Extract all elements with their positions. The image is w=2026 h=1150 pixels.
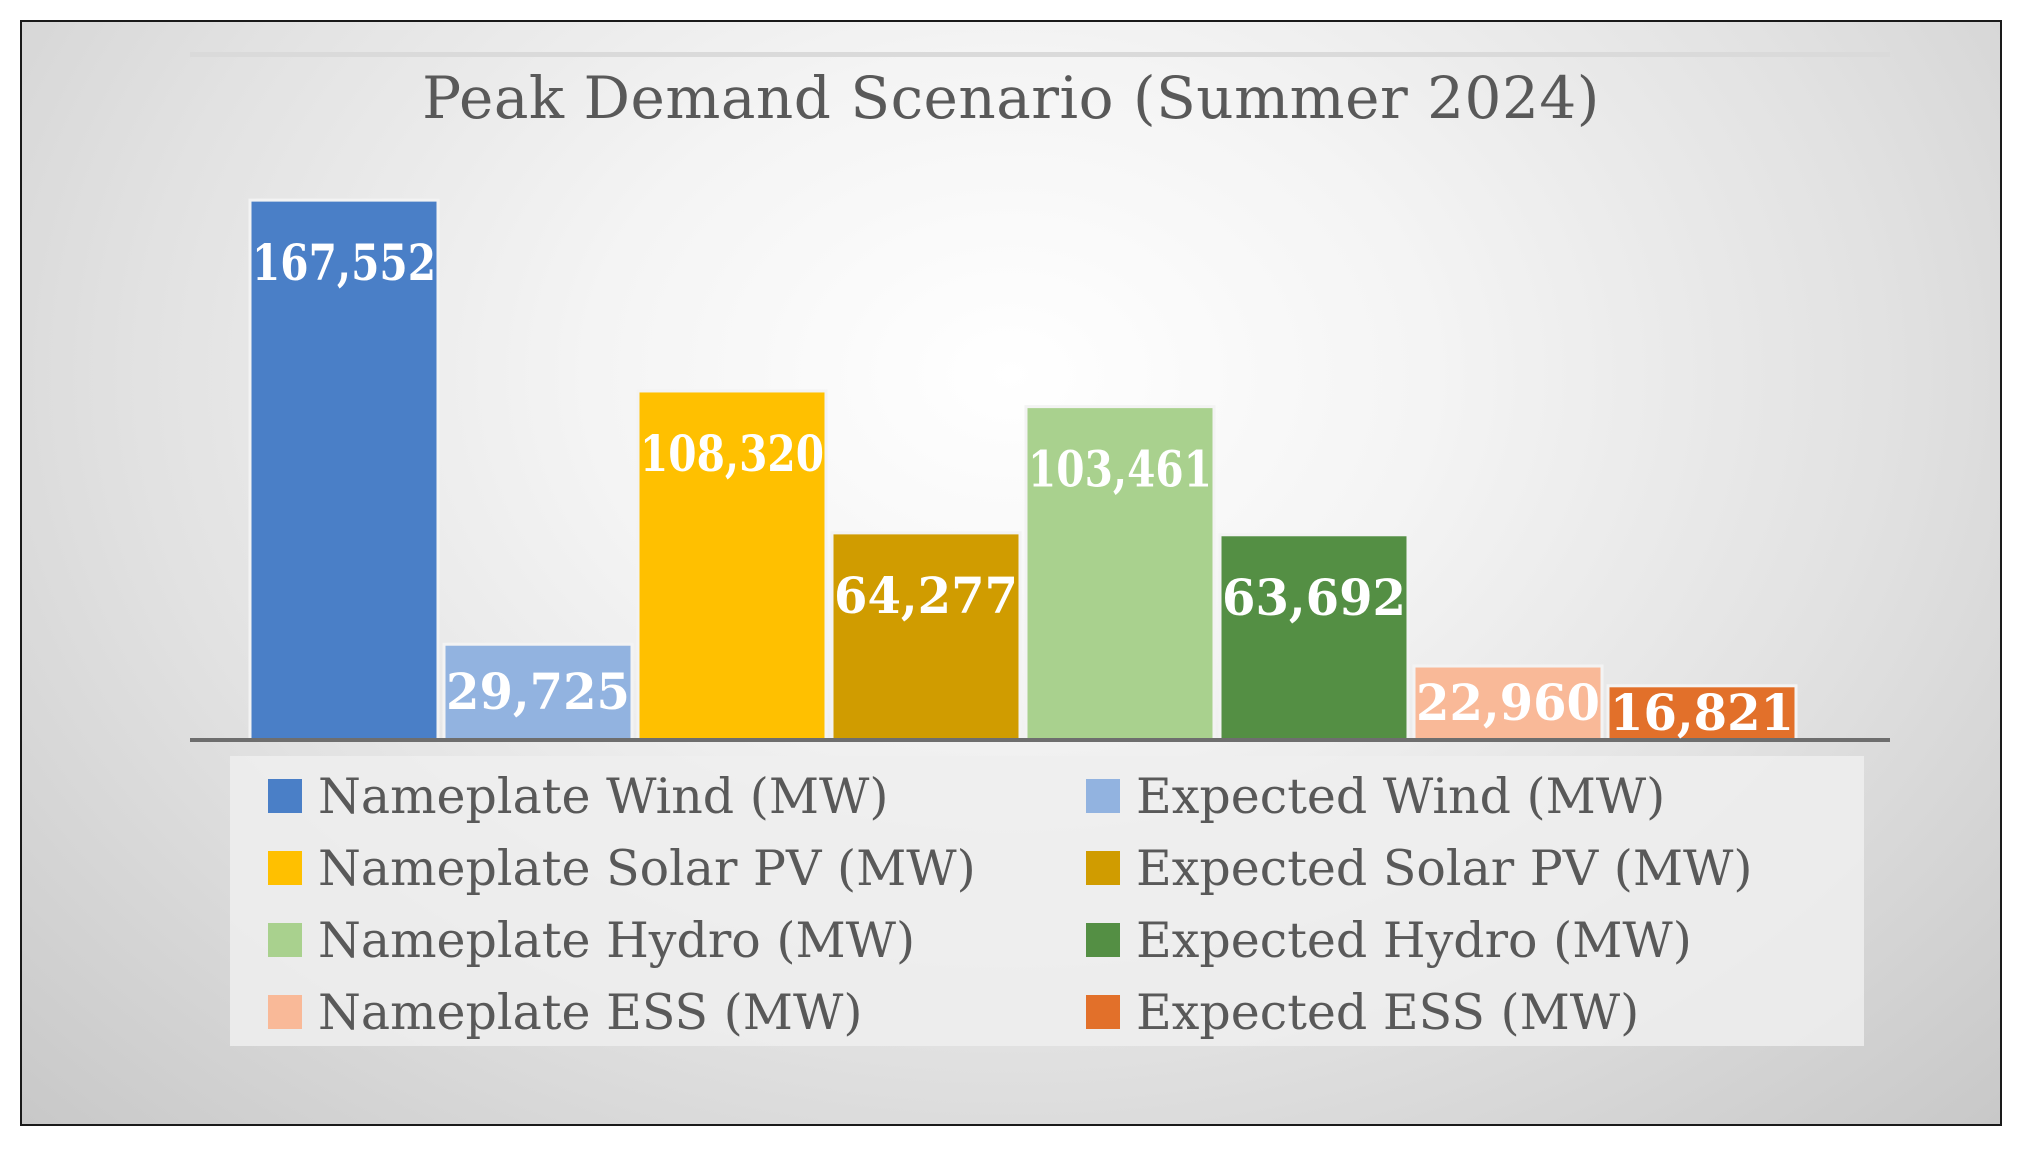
bar-nameplate-wind	[248, 198, 440, 742]
legend-label: Nameplate Hydro (MW)	[318, 911, 916, 969]
data-label-nameplate-hydro: 103,461	[1028, 440, 1212, 499]
bar-expected-wind	[442, 642, 634, 742]
data-label-nameplate-solar-pv: 108,320	[640, 424, 824, 483]
legend-swatch	[268, 851, 302, 885]
bar-expected-hydro	[1218, 533, 1410, 742]
legend-swatch	[1086, 851, 1120, 885]
legend-item-expected-wind: Expected Wind (MW)	[1086, 760, 1665, 832]
legend-swatch	[1086, 779, 1120, 813]
legend-label: Expected ESS (MW)	[1136, 983, 1640, 1041]
legend-swatch	[1086, 995, 1120, 1029]
legend-item-expected-ess: Expected ESS (MW)	[1086, 976, 1639, 1048]
legend-label: Nameplate Solar PV (MW)	[318, 839, 976, 897]
plot-area: 167,552 29,725 108,320 64,277 103,461 63,6922…	[190, 198, 1890, 742]
data-label-nameplate-wind: 167,552	[252, 233, 436, 292]
legend-item-nameplate-hydro: Nameplate Hydro (MW)	[268, 904, 915, 976]
legend-item-expected-solar-pv: Expected Solar PV (MW)	[1086, 832, 1753, 904]
chart-title: Peak Demand Scenario (Summer 2024)	[422, 64, 1600, 132]
legend-label: Expected Hydro (MW)	[1136, 911, 1692, 969]
chart-frame: Peak Demand Scenario (Summer 2024) 167,5…	[20, 20, 2002, 1126]
legend-item-expected-hydro: Expected Hydro (MW)	[1086, 904, 1692, 976]
data-label-expected-solar-pv: 64,277	[834, 566, 1018, 625]
legend-label: Nameplate Wind (MW)	[318, 767, 889, 825]
legend-swatch	[1086, 923, 1120, 957]
top-rule	[190, 52, 1890, 57]
data-label-expected-ess: 16,821	[1610, 683, 1794, 742]
bar-expected-solar-pv	[830, 531, 1022, 742]
legend-swatch	[268, 779, 302, 813]
legend-item-nameplate-wind: Nameplate Wind (MW)	[268, 760, 889, 832]
data-label-expected-wind: 29,725	[446, 662, 630, 721]
bar-nameplate-solar-pv	[636, 389, 828, 742]
bar-nameplate-hydro	[1024, 405, 1216, 742]
legend-item-nameplate-solar-pv: Nameplate Solar PV (MW)	[268, 832, 976, 904]
legend-label: Nameplate ESS (MW)	[318, 983, 863, 1041]
legend: Nameplate Wind (MW) Expected Wind (MW) Nam…	[230, 756, 1864, 1046]
data-label-expected-hydro: 63,692	[1222, 568, 1406, 627]
legend-label: Expected Wind (MW)	[1136, 767, 1666, 825]
data-label-nameplate-ess: 22,960	[1416, 673, 1600, 732]
legend-swatch	[268, 995, 302, 1029]
legend-label: Expected Solar PV (MW)	[1136, 839, 1753, 897]
legend-swatch	[268, 923, 302, 957]
legend-item-nameplate-ess: Nameplate ESS (MW)	[268, 976, 862, 1048]
